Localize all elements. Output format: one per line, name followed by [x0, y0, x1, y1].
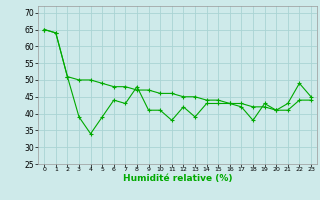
X-axis label: Humidité relative (%): Humidité relative (%): [123, 174, 232, 183]
